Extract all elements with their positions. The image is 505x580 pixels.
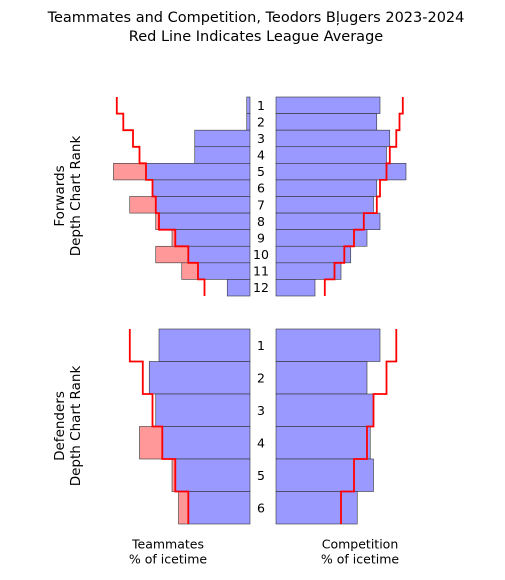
teammates-league-average-line: [128, 329, 190, 524]
competition-bar: [275, 179, 378, 197]
rank-label: 10: [253, 247, 269, 262]
teammates-bar: [246, 113, 251, 131]
teammates-bar-excess: [155, 245, 189, 264]
rank-label: 8: [257, 214, 265, 229]
rank-label: 3: [257, 131, 265, 146]
teammates-bar-excess: [181, 262, 199, 280]
rank-label: 2: [257, 114, 265, 129]
teammates-league-average-line: [115, 97, 206, 296]
bars: [139, 328, 381, 525]
rank-label: 11: [253, 264, 269, 279]
teammates-bar: [187, 491, 251, 525]
rank-label: 2: [257, 370, 265, 385]
teammates-bar: [194, 129, 251, 148]
rank-label: 4: [257, 148, 265, 163]
competition-bar: [275, 426, 371, 460]
competition-bar: [275, 245, 352, 264]
competition-axis-label: Competition% of icetime: [321, 537, 399, 567]
teammates-bar: [174, 229, 251, 247]
rank-label: 6: [257, 181, 265, 196]
bars: [113, 96, 407, 297]
rank-label: 4: [257, 435, 265, 450]
competition-bar: [275, 393, 374, 427]
competition-bar: [275, 196, 374, 214]
teammates-bar: [161, 426, 251, 460]
competition-bar: [275, 458, 374, 492]
rank-label: 12: [253, 280, 269, 295]
competition-bar: [275, 328, 381, 362]
teammates-bar: [226, 279, 251, 297]
rank-label: 5: [257, 468, 265, 483]
chart-subtitle: Red Line Indicates League Average: [129, 29, 383, 45]
competition-bar: [275, 361, 368, 395]
rank-label: 1: [257, 98, 265, 113]
panel-group-label: ForwardsDepth Chart Rank: [52, 136, 84, 257]
teammates-bar: [194, 146, 251, 164]
rank-label: 5: [257, 164, 265, 179]
teammates-bar: [148, 361, 251, 395]
competition-bar: [275, 262, 342, 280]
teammates-bar: [174, 458, 251, 492]
chart-title: Teammates and Competition, Teodors Bļuge…: [47, 10, 465, 26]
competition-bar: [275, 279, 316, 297]
competition-bar: [275, 96, 381, 114]
teammates-bar: [187, 245, 251, 264]
rank-label: 7: [257, 197, 265, 212]
rank-labels: 1 2 3 4 5 6: [257, 338, 265, 516]
competition-league-average-line: [323, 97, 404, 296]
teammates-bar: [158, 328, 251, 362]
teammates-bar: [155, 196, 251, 214]
teammates-bar-excess: [139, 426, 163, 460]
rank-label: 3: [257, 403, 265, 418]
rank-label: 1: [257, 338, 265, 353]
teammates-axis-label: Teammates% of icetime: [129, 537, 207, 567]
chart-panels: ForwardsDepth Chart Rank123456789101112D…: [52, 96, 407, 567]
teammates-bar: [152, 179, 251, 197]
competition-bar: [275, 491, 358, 525]
teammates-bar-excess: [113, 163, 147, 181]
rank-label: 9: [257, 230, 265, 245]
competition-bar: [275, 113, 378, 131]
competition-league-average-line: [340, 329, 398, 524]
teammates-bar: [197, 262, 251, 280]
teammates-bar-excess: [178, 491, 189, 525]
competition-bar: [275, 129, 391, 148]
rank-label: 6: [257, 500, 265, 515]
teammates-bar: [246, 96, 251, 114]
teammates-bar-excess: [129, 196, 157, 214]
panel-group-label: DefendersDepth Chart Rank: [52, 366, 84, 487]
teammates-bar: [155, 393, 251, 427]
teammates-bar: [145, 163, 251, 181]
panel-defenders: DefendersDepth Chart Rank 1 2 3 4 5 6: [52, 328, 398, 525]
teammates-bar: [158, 212, 251, 230]
competition-bar: [275, 146, 387, 164]
